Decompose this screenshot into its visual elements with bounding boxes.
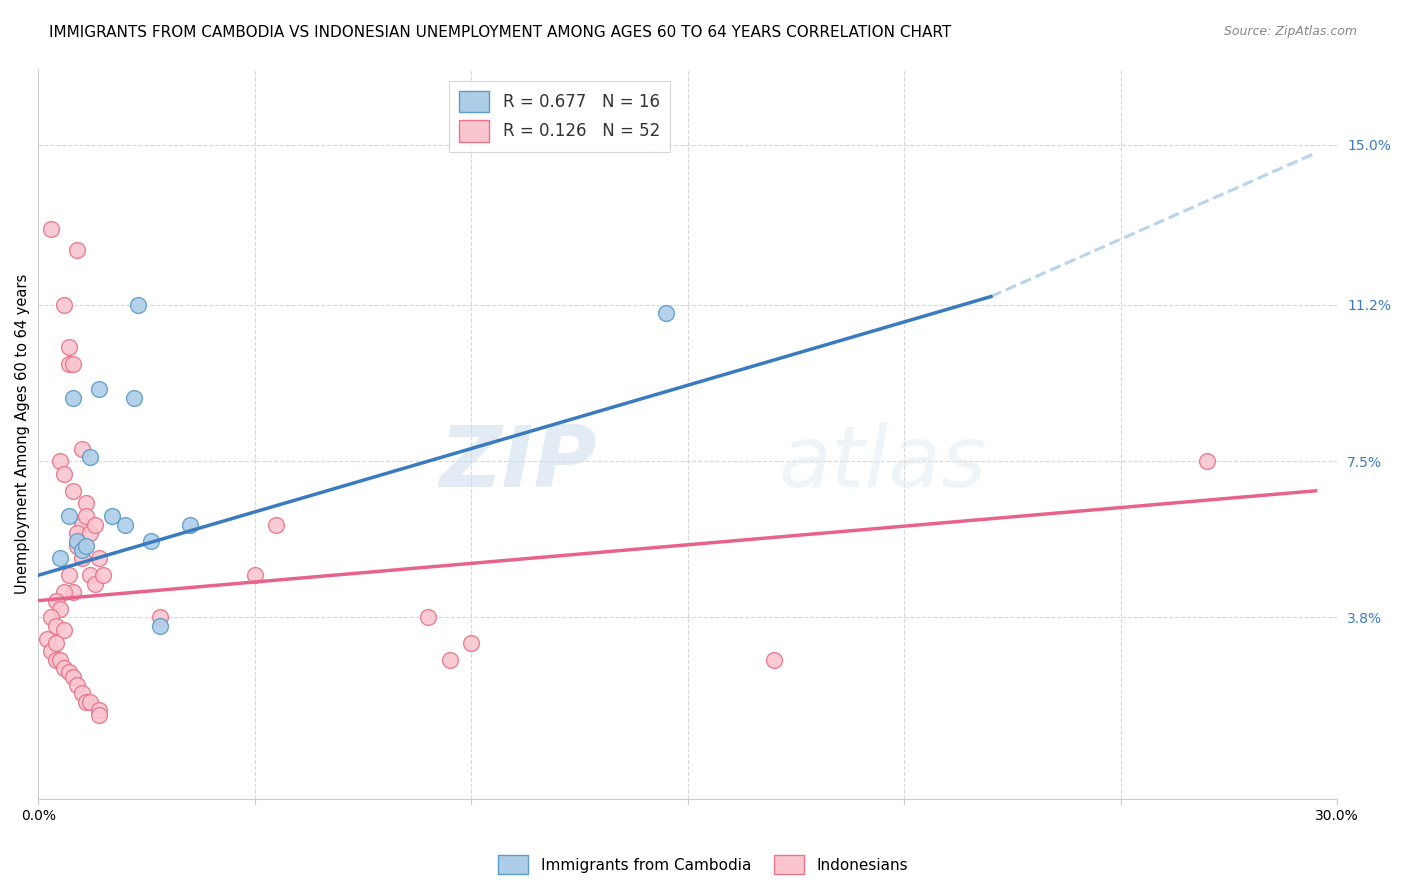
Point bbox=[87, 707, 110, 722]
Point bbox=[83, 576, 105, 591]
Point bbox=[87, 551, 110, 566]
Point bbox=[179, 517, 201, 532]
Point bbox=[45, 653, 67, 667]
Point bbox=[70, 442, 93, 456]
Point bbox=[91, 568, 114, 582]
Point bbox=[41, 644, 63, 658]
Point bbox=[763, 653, 786, 667]
Point bbox=[70, 517, 93, 532]
Point bbox=[58, 340, 80, 354]
Point bbox=[79, 526, 101, 541]
Text: IMMIGRANTS FROM CAMBODIA VS INDONESIAN UNEMPLOYMENT AMONG AGES 60 TO 64 YEARS CO: IMMIGRANTS FROM CAMBODIA VS INDONESIAN U… bbox=[49, 25, 952, 40]
Point bbox=[53, 623, 76, 637]
Point bbox=[79, 568, 101, 582]
Point bbox=[62, 391, 84, 405]
Point bbox=[58, 665, 80, 680]
Point bbox=[58, 509, 80, 524]
Point bbox=[114, 517, 136, 532]
Point bbox=[62, 585, 84, 599]
Point bbox=[45, 593, 67, 607]
Point bbox=[41, 222, 63, 236]
Point bbox=[53, 585, 76, 599]
Point bbox=[70, 551, 93, 566]
Point bbox=[79, 450, 101, 464]
Legend: R = 0.677   N = 16, R = 0.126   N = 52: R = 0.677 N = 16, R = 0.126 N = 52 bbox=[450, 80, 669, 152]
Point bbox=[87, 383, 110, 397]
Point bbox=[1197, 454, 1219, 468]
Point bbox=[41, 610, 63, 624]
Point bbox=[79, 695, 101, 709]
Point bbox=[416, 610, 439, 624]
Point bbox=[243, 568, 266, 582]
Point bbox=[58, 568, 80, 582]
Point bbox=[439, 653, 461, 667]
Point bbox=[49, 551, 72, 566]
Point bbox=[45, 619, 67, 633]
Point bbox=[148, 610, 170, 624]
Point bbox=[75, 509, 97, 524]
Point bbox=[49, 602, 72, 616]
Point bbox=[66, 243, 89, 257]
Point bbox=[75, 539, 97, 553]
Point bbox=[62, 670, 84, 684]
Point bbox=[70, 686, 93, 700]
Point bbox=[66, 678, 89, 692]
Point bbox=[53, 298, 76, 312]
Legend: Immigrants from Cambodia, Indonesians: Immigrants from Cambodia, Indonesians bbox=[492, 849, 914, 880]
Point bbox=[49, 454, 72, 468]
Point bbox=[70, 543, 93, 558]
Text: Source: ZipAtlas.com: Source: ZipAtlas.com bbox=[1223, 25, 1357, 38]
Point bbox=[45, 636, 67, 650]
Point bbox=[127, 298, 149, 312]
Point bbox=[266, 517, 288, 532]
Point bbox=[66, 534, 89, 549]
Point bbox=[83, 517, 105, 532]
Point bbox=[122, 391, 145, 405]
Point bbox=[655, 306, 678, 320]
Point bbox=[148, 619, 170, 633]
Text: ZIP: ZIP bbox=[439, 422, 598, 505]
Point bbox=[66, 526, 89, 541]
Point bbox=[53, 661, 76, 675]
Point bbox=[35, 632, 58, 646]
Point bbox=[49, 653, 72, 667]
Y-axis label: Unemployment Among Ages 60 to 64 years: Unemployment Among Ages 60 to 64 years bbox=[15, 274, 30, 594]
Point bbox=[66, 539, 89, 553]
Point bbox=[139, 534, 162, 549]
Point bbox=[58, 357, 80, 371]
Point bbox=[75, 496, 97, 510]
Text: atlas: atlas bbox=[779, 422, 987, 505]
Point bbox=[101, 509, 124, 524]
Point bbox=[75, 695, 97, 709]
Point bbox=[62, 357, 84, 371]
Point bbox=[62, 483, 84, 498]
Point bbox=[87, 703, 110, 717]
Point bbox=[53, 467, 76, 481]
Point bbox=[460, 636, 482, 650]
